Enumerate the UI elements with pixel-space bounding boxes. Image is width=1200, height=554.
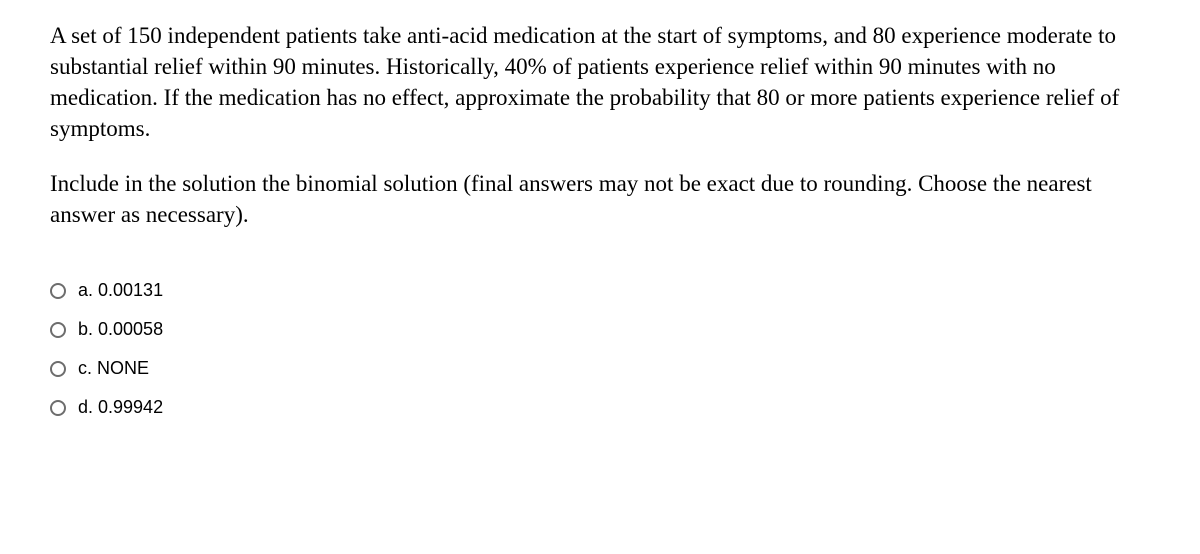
- radio-icon[interactable]: [50, 400, 66, 416]
- radio-icon[interactable]: [50, 283, 66, 299]
- option-letter: b.: [78, 319, 93, 340]
- option-text: NONE: [97, 358, 149, 379]
- option-text: 0.00058: [98, 319, 163, 340]
- question-note: Include in the solution the binomial sol…: [50, 168, 1150, 230]
- options-list: a. 0.00131 b. 0.00058 c. NONE d. 0.99942: [50, 280, 1150, 418]
- question-stem: A set of 150 independent patients take a…: [50, 20, 1150, 144]
- option-text: 0.00131: [98, 280, 163, 301]
- option-text: 0.99942: [98, 397, 163, 418]
- option-letter: d.: [78, 397, 93, 418]
- question-container: A set of 150 independent patients take a…: [0, 0, 1200, 438]
- option-letter: a.: [78, 280, 93, 301]
- radio-icon[interactable]: [50, 361, 66, 377]
- option-b[interactable]: b. 0.00058: [50, 319, 1150, 340]
- radio-icon[interactable]: [50, 322, 66, 338]
- option-letter: c.: [78, 358, 92, 379]
- option-d[interactable]: d. 0.99942: [50, 397, 1150, 418]
- option-a[interactable]: a. 0.00131: [50, 280, 1150, 301]
- option-c[interactable]: c. NONE: [50, 358, 1150, 379]
